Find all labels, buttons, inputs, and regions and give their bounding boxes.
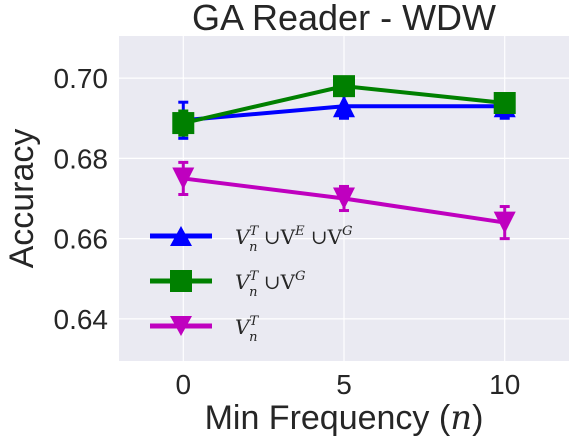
data-point bbox=[493, 211, 516, 234]
legend-1-sub: n bbox=[249, 285, 257, 300]
data-point bbox=[493, 92, 516, 115]
x-tick-label: 10 bbox=[489, 369, 520, 400]
x-axis-label-var: n bbox=[450, 398, 472, 438]
x-axis-label: Min Frequency (n) bbox=[205, 398, 484, 438]
legend-2-sub: n bbox=[249, 330, 257, 345]
legend-label-1: VT n ∪VG bbox=[235, 269, 305, 300]
y-tick-label: 0.66 bbox=[54, 224, 109, 255]
series-1 bbox=[172, 75, 516, 137]
legend-label-2: VT n bbox=[235, 314, 259, 345]
x-tick-label: 5 bbox=[336, 369, 352, 400]
legend-marker-1 bbox=[170, 270, 192, 292]
data-point bbox=[172, 112, 195, 135]
legend-marker-2 bbox=[170, 316, 192, 336]
legend-0-union-1: ∪V bbox=[258, 225, 296, 249]
data-point bbox=[172, 167, 195, 190]
legend-1-sup: T bbox=[249, 269, 259, 284]
legend-item-0: VT n ∪VE ∪VG bbox=[150, 224, 353, 255]
legend-0-sup: T bbox=[249, 224, 259, 239]
legend: VT n ∪VE ∪VG VT n ∪VG VT n bbox=[150, 224, 353, 345]
data-point bbox=[333, 187, 355, 210]
legend-2-sup: T bbox=[249, 314, 259, 329]
legend-1-v: V bbox=[235, 270, 252, 294]
legend-0-sup-e: E bbox=[294, 224, 305, 239]
data-point bbox=[333, 75, 355, 98]
y-axis-label: Accuracy bbox=[3, 129, 41, 269]
legend-1-union: ∪V bbox=[258, 270, 296, 294]
x-axis-label-text: Min Frequency ( bbox=[205, 399, 451, 437]
legend-label-0: VT n ∪VE ∪VG bbox=[235, 224, 353, 255]
y-tick-label: 0.68 bbox=[54, 143, 109, 174]
series-2 bbox=[172, 160, 516, 241]
legend-0-union-2: ∪V bbox=[305, 225, 343, 249]
legend-0-v: V bbox=[235, 225, 252, 249]
y-tick-label: 0.64 bbox=[54, 304, 109, 335]
legend-1-sup-g: G bbox=[295, 269, 305, 284]
y-tick-label: 0.70 bbox=[54, 63, 109, 94]
legend-2-v: V bbox=[235, 315, 252, 339]
x-axis-label-close: ) bbox=[472, 399, 483, 437]
legend-0-sub: n bbox=[249, 240, 257, 255]
legend-item-2: VT n bbox=[150, 314, 259, 345]
legend-0-sup-g: G bbox=[342, 224, 352, 239]
x-tick-label: 0 bbox=[175, 369, 191, 400]
ticks: 0 5 10 0.64 0.66 0.68 0.70 bbox=[54, 63, 521, 400]
data-point bbox=[333, 95, 355, 118]
legend-item-1: VT n ∪VG bbox=[150, 269, 305, 300]
series-layer bbox=[172, 75, 516, 241]
chart-title: GA Reader - WDW bbox=[192, 0, 496, 38]
legend-marker-0 bbox=[170, 226, 192, 246]
